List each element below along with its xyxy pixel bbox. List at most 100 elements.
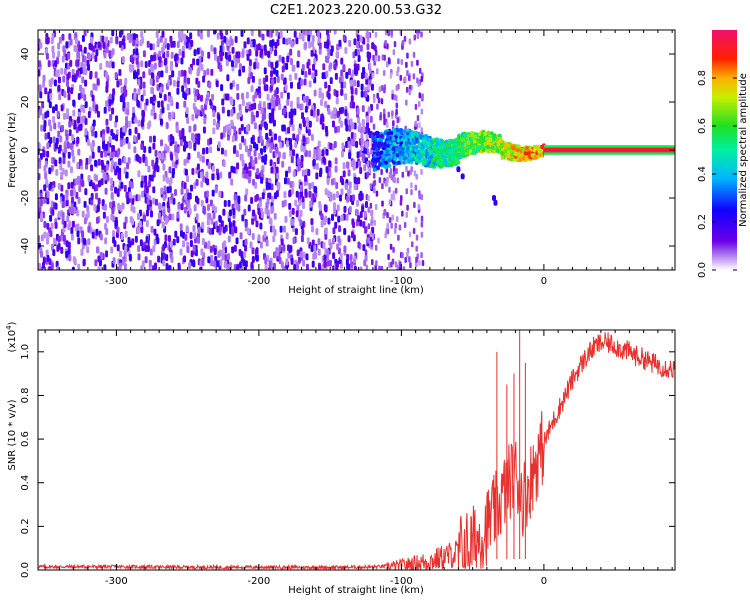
spectrogram-cell [71, 196, 75, 204]
spectrogram-cell [306, 136, 310, 144]
spectrogram-cell [76, 162, 80, 170]
spectrogram-cell [259, 147, 263, 155]
spectrogram-cell [395, 152, 400, 157]
spectrogram-cell [418, 193, 421, 200]
spectrogram-cell [223, 261, 227, 269]
spectrogram-cell [115, 37, 119, 45]
spectrogram-cell [278, 244, 282, 252]
spectrogram-cell [304, 70, 308, 78]
spectrogram-cell [440, 138, 444, 143]
spectrogram-cell [374, 203, 378, 210]
spectrogram-cell [325, 41, 329, 49]
spectrogram-cell [111, 144, 115, 152]
spectrogram-cell [347, 141, 351, 149]
spectrogram-cell [411, 241, 414, 248]
spectrogram-cell [143, 145, 147, 153]
spectrogram-cell [95, 174, 99, 182]
spectrogram-cell [478, 132, 482, 137]
spectrogram-cell [213, 30, 217, 35]
spectrogram-cell [279, 225, 283, 233]
spectrogram-cell [86, 205, 90, 213]
spectrogram-cell [195, 89, 199, 97]
spectrogram-cell [303, 96, 307, 104]
spectrogram-cell [308, 80, 312, 88]
spectrogram-cell [103, 106, 107, 114]
spectrogram-cell [181, 85, 185, 93]
spectrogram-cell [290, 117, 294, 125]
spectrogram-cell [391, 136, 396, 141]
spectrogram-cell [289, 81, 293, 89]
spectrogram-cell [165, 66, 169, 74]
spectrogram-cell [76, 223, 80, 231]
spectrogram-cell [299, 184, 303, 192]
spectrogram-cell [112, 229, 116, 237]
spectrogram-cell [115, 115, 119, 123]
spectrogram-cell [403, 129, 407, 134]
spectrogram-cell [385, 140, 390, 145]
spectrogram-cell [84, 101, 88, 109]
spectrogram-cell [150, 210, 154, 218]
spectrogram-cell [305, 263, 309, 270]
spectrogram-cell [380, 169, 383, 176]
spectrogram-cell [313, 148, 317, 156]
spectrogram-cell [472, 139, 477, 144]
spectrogram-cell [111, 107, 115, 115]
figure-title: C2E1.2023.220.00.53.G32 [270, 3, 442, 18]
spectrogram-cell [271, 99, 275, 107]
spectrogram-cell [235, 51, 239, 59]
x-tick-label: 0 [541, 576, 547, 587]
spectrogram-cell [287, 244, 291, 252]
spectrogram-cell [76, 178, 80, 186]
spectrogram-cell [76, 209, 80, 217]
spectrogram-cell [185, 107, 189, 115]
spectrogram-cell [381, 54, 385, 61]
spectrogram-cell [253, 122, 257, 130]
spectrogram-cell [294, 72, 298, 80]
spectrogram-cell [89, 72, 93, 80]
spectrogram-cell [378, 86, 382, 93]
spectrogram-cell [78, 185, 82, 193]
spectrogram-cell [241, 99, 245, 107]
spectrogram-cell [259, 222, 263, 230]
spectrogram-cell [263, 84, 267, 92]
snr-series [38, 330, 675, 570]
spectrogram-cell [41, 261, 45, 269]
spectrogram-cell [205, 171, 209, 179]
spectrogram-cell [349, 253, 353, 261]
spectrogram-cell [359, 211, 363, 219]
spectrogram-cell [269, 159, 273, 167]
spectrogram-cell [386, 228, 390, 235]
spectrogram-cell [457, 147, 462, 152]
spectrogram-cell [61, 33, 65, 41]
snr-multiplier: (x104) [5, 321, 18, 352]
spectrogram-cell [282, 244, 286, 252]
spectrogram-cell [132, 39, 136, 47]
spectrogram-cell [310, 244, 314, 252]
spectrogram-cell [66, 215, 70, 223]
spectrogram-cell [333, 107, 337, 115]
spectrogram-cell [404, 76, 407, 83]
spectrogram-cell [289, 143, 293, 151]
spectrogram-cell [308, 182, 312, 190]
spectrogram-cell [162, 209, 166, 217]
spectrogram-cell [227, 253, 231, 261]
spectrogram-cell [300, 235, 304, 243]
spectrogram-cell [59, 171, 63, 179]
spectrogram-cell [140, 190, 144, 198]
spectrogram-cell [403, 137, 408, 142]
spectrogram-cell [90, 36, 94, 44]
spectrogram-cell [386, 121, 389, 128]
spectrogram-cell [152, 142, 156, 150]
colorbar-tick-label: 0.8 [697, 70, 708, 86]
spectrogram-cell [398, 157, 402, 162]
spectrogram-cell [374, 31, 378, 38]
spectrogram-cell [42, 150, 46, 158]
spectrogram-cell [278, 103, 282, 111]
spectrogram-cell [318, 264, 322, 270]
spectrogram-cell [161, 30, 165, 38]
spectrogram-cell [254, 156, 258, 164]
spectrogram-cell [40, 212, 44, 220]
spectrogram-cell [384, 156, 389, 161]
spectrogram-cell [76, 50, 80, 58]
